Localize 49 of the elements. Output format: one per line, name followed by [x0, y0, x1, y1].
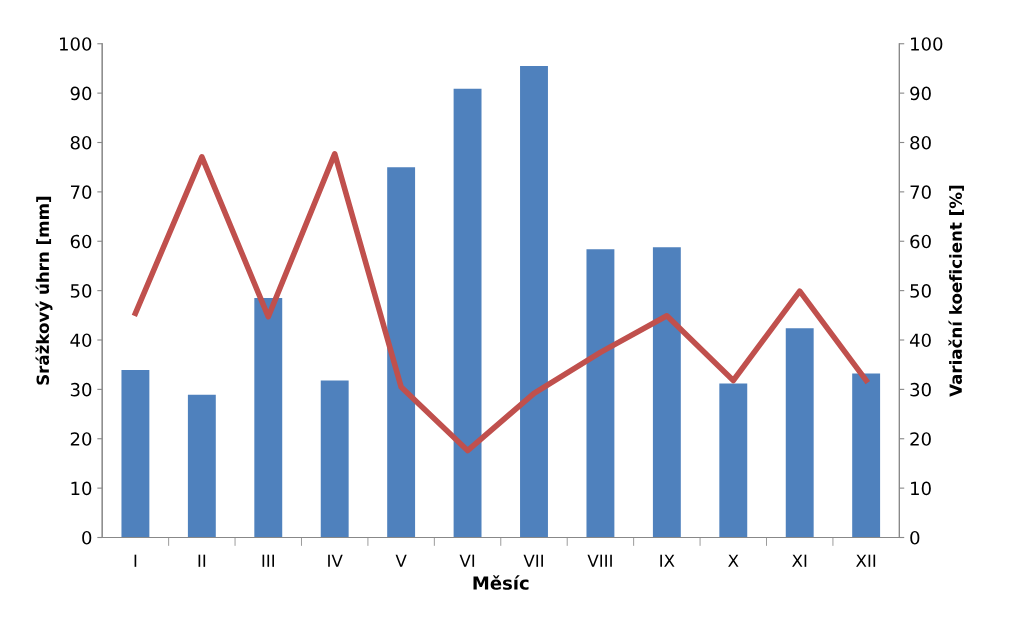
- y2-tick-label: 50: [910, 284, 931, 298]
- bar: [187, 394, 216, 538]
- y2-tick-label: 70: [910, 185, 931, 199]
- y2-tick-label: 100: [911, 37, 943, 51]
- x-tick-label: II: [198, 554, 206, 567]
- y-tick-label: 20: [70, 432, 92, 446]
- bar: [586, 249, 615, 538]
- x-tick-label: IX: [660, 554, 675, 567]
- y2-tick-label: 60: [910, 234, 931, 249]
- y2-tick-label: 80: [910, 135, 931, 150]
- bar: [785, 328, 814, 538]
- y-tick-label: 10: [71, 481, 92, 496]
- y-tick-label: 40: [70, 333, 92, 348]
- bar: [719, 383, 748, 538]
- y2-tick-label: 20: [910, 432, 931, 446]
- y-tick-label: 30: [70, 382, 92, 397]
- x-tick-label: IV: [328, 554, 343, 567]
- y2-tick-label: 90: [910, 86, 931, 101]
- bar: [652, 247, 681, 538]
- x-tick-label: VI: [459, 554, 475, 567]
- bar: [254, 298, 283, 538]
- bar: [852, 373, 881, 538]
- bar: [453, 88, 482, 538]
- x-tick-label: I: [134, 554, 137, 567]
- y-tick-label: 0: [82, 530, 92, 545]
- x-tick-label: VIII: [587, 554, 612, 567]
- y2-tick-label: 0: [910, 530, 920, 545]
- x-tick-label: VII: [523, 554, 543, 567]
- y-tick-label: 60: [70, 234, 92, 249]
- x-tick-label: XI: [792, 554, 807, 567]
- x-tick-label: X: [728, 554, 739, 567]
- x-tick-label: V: [395, 554, 407, 567]
- bar: [387, 167, 416, 538]
- y-tick-label: 50: [70, 284, 92, 298]
- x-tick-label: III: [262, 554, 275, 567]
- bar: [320, 380, 349, 538]
- x-tick-label: XII: [856, 554, 876, 567]
- y-tick-label: 70: [70, 185, 92, 199]
- y-tick-label: 100: [60, 37, 92, 51]
- y-tick-label: 80: [70, 135, 92, 150]
- y2-tick-label: 40: [909, 333, 931, 348]
- y2-tick-label: 30: [910, 382, 931, 397]
- x-axis-title: Měsíc: [473, 575, 529, 590]
- bar: [520, 65, 548, 538]
- y-axis-title: Srážkový úhrn [mm]: [35, 196, 53, 385]
- bar: [121, 370, 150, 538]
- y2-tick-label: 10: [911, 481, 931, 496]
- y2-axis-title: Variační koeficient [%]: [948, 185, 964, 397]
- y-tick-label: 90: [70, 86, 92, 101]
